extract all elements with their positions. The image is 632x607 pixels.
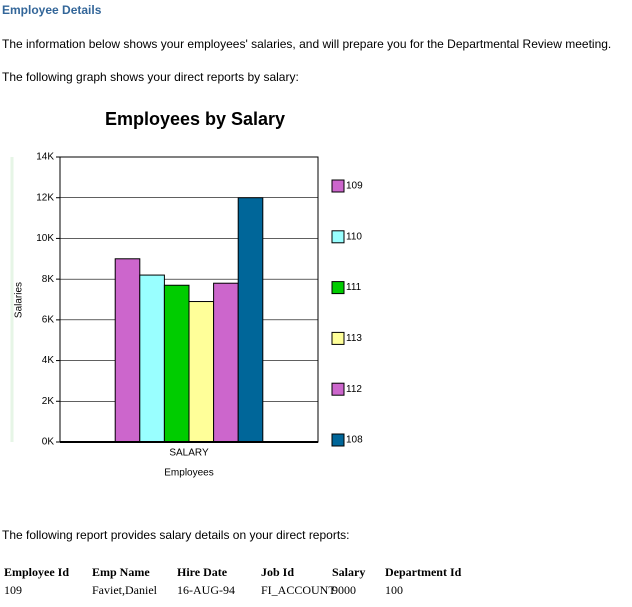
legend-swatch [331,230,345,244]
table-cell: 109 [4,583,22,597]
column-header: Department Id [385,565,462,579]
legend-label: 111 [346,282,362,293]
y-tick-label: 0K [42,437,55,448]
bar [139,274,165,443]
y-tick-label: 4K [42,355,55,366]
y-tick-label: 10K [36,233,54,244]
legend-label: 113 [346,333,362,344]
y-tick-label: 2K [42,396,55,407]
x-tick-label: SALARY [169,448,209,459]
chart: Employees by Salary Salaries SALARY Empl… [10,109,363,479]
y-axis-label: Salaries [14,282,25,318]
paragraph: The following graph shows your direct re… [2,70,299,84]
paragraph: The following report provides salary det… [2,528,350,542]
bar [114,258,141,443]
x-axis-label: Employees [164,468,213,479]
bar [188,301,215,443]
y-tick-label: 8K [42,274,55,285]
legend-swatch [331,382,345,396]
column-header: Employee Id [4,565,70,579]
table-cell: 9000 [332,583,356,597]
table-cell: FI_ACCOUNT [261,583,336,597]
legend-swatch [331,433,345,447]
table-cell: 16-AUG-94 [177,583,235,597]
legend-label: 109 [346,181,363,192]
legend-label: 112 [346,384,362,395]
legend-label: 108 [346,435,363,446]
legend-swatch [331,281,345,295]
column-header: Emp Name [92,565,150,579]
column-header: Hire Date [177,565,228,579]
y-tick-label: 12K [36,192,54,203]
table-cell: Faviet,Daniel [92,583,157,597]
y-tick-label: 14K [36,152,54,163]
bar [237,197,264,443]
column-header: Salary [332,565,366,579]
column-header: Job Id [261,565,295,579]
paragraph: The information below shows your employe… [2,37,612,51]
bar [163,284,190,443]
bar [213,282,239,443]
legend-swatch [331,331,345,345]
table-cell: 100 [385,583,403,597]
y-tick-label: 6K [42,314,55,325]
chart-title: Employees by Salary [105,109,285,129]
legend-label: 110 [346,231,362,242]
legend-swatch [331,179,345,193]
page-title: Employee Details [2,3,102,17]
